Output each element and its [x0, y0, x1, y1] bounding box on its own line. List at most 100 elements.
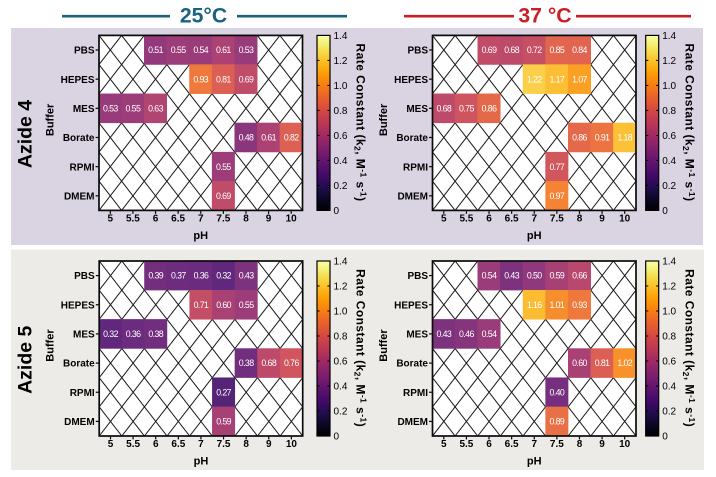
svg-text:Borate: Borate — [63, 359, 95, 370]
svg-text:37 °C: 37 °C — [518, 4, 571, 27]
svg-text:0.40: 0.40 — [549, 387, 564, 397]
svg-text:9: 9 — [599, 439, 605, 450]
svg-text:10: 10 — [286, 214, 298, 225]
svg-text:DMEM: DMEM — [64, 191, 95, 202]
svg-text:0.59: 0.59 — [549, 271, 564, 281]
svg-text:0.61: 0.61 — [261, 133, 276, 143]
svg-text:0.68: 0.68 — [504, 45, 519, 55]
svg-text:HEPES: HEPES — [394, 300, 428, 311]
svg-text:7: 7 — [531, 439, 537, 450]
svg-text:1.0: 1.0 — [334, 307, 348, 318]
svg-text:0.4: 0.4 — [662, 156, 676, 167]
svg-text:pH: pH — [194, 456, 209, 468]
svg-text:0.8: 0.8 — [662, 332, 676, 343]
svg-text:1.4: 1.4 — [662, 31, 676, 42]
svg-text:9: 9 — [266, 214, 272, 225]
svg-text:6: 6 — [486, 214, 492, 225]
svg-text:0.2: 0.2 — [662, 181, 676, 192]
svg-text:1.4: 1.4 — [334, 31, 348, 42]
svg-text:0.55: 0.55 — [216, 162, 231, 172]
svg-text:0.89: 0.89 — [549, 417, 564, 427]
svg-text:6: 6 — [153, 439, 159, 450]
svg-text:0.51: 0.51 — [148, 45, 163, 55]
svg-text:HEPES: HEPES — [61, 300, 95, 311]
svg-text:0.43: 0.43 — [504, 271, 519, 281]
svg-text:0.55: 0.55 — [171, 45, 186, 55]
svg-text:0.55: 0.55 — [239, 300, 254, 310]
svg-text:0.8: 0.8 — [334, 106, 348, 117]
svg-text:0.61: 0.61 — [216, 45, 231, 55]
svg-text:Rate Constant (k2, M-1 s-1): Rate Constant (k2, M-1 s-1) — [353, 44, 369, 202]
svg-text:0.38: 0.38 — [148, 329, 163, 339]
svg-text:0.8: 0.8 — [662, 106, 676, 117]
svg-text:5.5: 5.5 — [126, 439, 140, 450]
svg-text:0.39: 0.39 — [148, 271, 163, 281]
svg-text:MES: MES — [406, 330, 428, 341]
svg-text:5.5: 5.5 — [459, 214, 473, 225]
svg-text:7.5: 7.5 — [550, 439, 564, 450]
svg-text:0.32: 0.32 — [103, 329, 118, 339]
svg-text:0.68: 0.68 — [436, 103, 451, 113]
svg-text:0.76: 0.76 — [284, 358, 299, 368]
svg-text:0.85: 0.85 — [549, 45, 564, 55]
svg-text:7: 7 — [531, 214, 537, 225]
svg-text:1.4: 1.4 — [662, 257, 676, 268]
svg-text:0.63: 0.63 — [148, 103, 163, 113]
svg-text:0.43: 0.43 — [239, 271, 254, 281]
svg-text:Rate Constant (k2, M-1 s-1): Rate Constant (k2, M-1 s-1) — [681, 269, 697, 427]
svg-text:DMEM: DMEM — [397, 417, 428, 428]
svg-text:1.07: 1.07 — [572, 74, 587, 84]
svg-text:pH: pH — [527, 456, 542, 468]
svg-text:1.22: 1.22 — [527, 74, 542, 84]
svg-text:0.50: 0.50 — [527, 271, 542, 281]
svg-text:0.54: 0.54 — [482, 271, 497, 281]
svg-text:10: 10 — [619, 439, 631, 450]
svg-text:5.5: 5.5 — [126, 214, 140, 225]
svg-text:6.5: 6.5 — [171, 214, 185, 225]
svg-text:7.5: 7.5 — [550, 214, 564, 225]
svg-text:8: 8 — [243, 439, 249, 450]
svg-text:PBS: PBS — [74, 271, 95, 282]
svg-text:Borate: Borate — [396, 133, 428, 144]
svg-text:1.2: 1.2 — [334, 56, 348, 67]
svg-text:1.2: 1.2 — [662, 56, 676, 67]
svg-text:0.4: 0.4 — [334, 156, 348, 167]
svg-text:MES: MES — [406, 104, 428, 115]
svg-text:1.17: 1.17 — [549, 74, 564, 84]
svg-text:0.36: 0.36 — [126, 329, 141, 339]
svg-text:Azide 4: Azide 4 — [14, 100, 36, 168]
svg-text:0.82: 0.82 — [284, 133, 299, 143]
svg-text:MES: MES — [73, 104, 95, 115]
svg-text:DMEM: DMEM — [64, 417, 95, 428]
svg-text:10: 10 — [286, 439, 298, 450]
svg-text:Buffer: Buffer — [378, 103, 390, 136]
svg-text:Azide 5: Azide 5 — [14, 326, 36, 394]
svg-text:0.53: 0.53 — [239, 45, 254, 55]
svg-text:0.59: 0.59 — [216, 417, 231, 427]
svg-text:0.6: 0.6 — [662, 131, 676, 142]
svg-text:6.5: 6.5 — [505, 439, 519, 450]
svg-text:HEPES: HEPES — [394, 75, 428, 86]
svg-text:0.4: 0.4 — [334, 382, 348, 393]
svg-text:0.54: 0.54 — [482, 329, 497, 339]
svg-text:0.69: 0.69 — [216, 191, 231, 201]
svg-text:0.46: 0.46 — [459, 329, 474, 339]
svg-text:0.27: 0.27 — [216, 387, 231, 397]
svg-text:Buffer: Buffer — [45, 103, 57, 136]
svg-text:0: 0 — [334, 432, 340, 443]
svg-text:0.4: 0.4 — [662, 382, 676, 393]
svg-text:Borate: Borate — [396, 359, 428, 370]
svg-text:6: 6 — [153, 214, 159, 225]
svg-text:0.60: 0.60 — [572, 358, 587, 368]
svg-text:0.53: 0.53 — [103, 103, 118, 113]
svg-text:0: 0 — [334, 206, 340, 217]
svg-text:0.72: 0.72 — [527, 45, 542, 55]
svg-text:9: 9 — [266, 439, 272, 450]
svg-text:0.37: 0.37 — [171, 271, 186, 281]
svg-text:6: 6 — [486, 439, 492, 450]
svg-text:1.18: 1.18 — [617, 133, 632, 143]
svg-text:0.81: 0.81 — [595, 358, 610, 368]
svg-text:0.6: 0.6 — [662, 357, 676, 368]
svg-text:0.69: 0.69 — [482, 45, 497, 55]
svg-text:Rate Constant (k2, M-1 s-1): Rate Constant (k2, M-1 s-1) — [681, 44, 697, 202]
